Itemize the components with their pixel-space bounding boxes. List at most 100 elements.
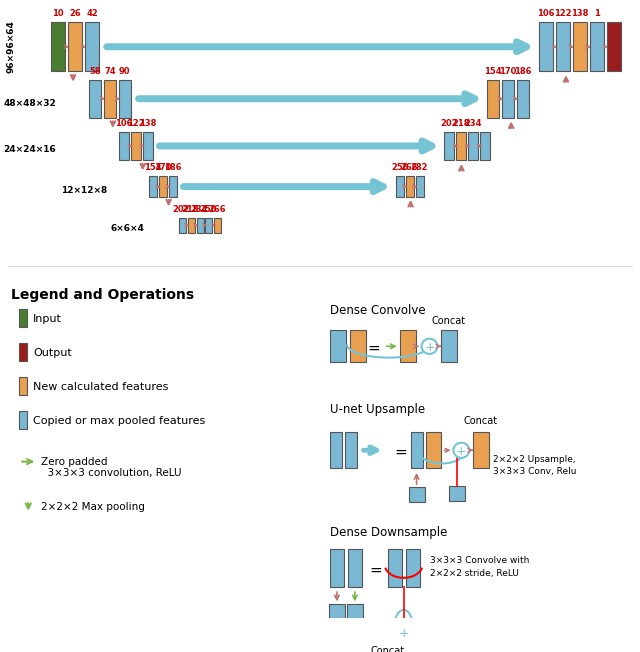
Text: 266: 266 [401, 164, 419, 172]
Bar [590, 22, 604, 71]
Bar [19, 411, 28, 430]
Text: Concat: Concat [431, 316, 466, 325]
Bar [345, 432, 357, 468]
Bar [148, 176, 157, 197]
Bar [449, 486, 465, 501]
Text: 3×3×3 convolution, ReLU: 3×3×3 convolution, ReLU [41, 468, 182, 478]
Text: 26: 26 [69, 9, 81, 18]
Bar [417, 623, 431, 642]
Bar [388, 550, 402, 587]
Text: +: + [456, 445, 467, 458]
Text: =: = [367, 341, 380, 356]
Text: 250: 250 [200, 205, 217, 214]
Bar [188, 218, 195, 233]
Text: 2×2×2 Upsample,: 2×2×2 Upsample, [493, 455, 576, 464]
Text: 154: 154 [144, 164, 161, 172]
Bar [399, 331, 415, 363]
Text: 170: 170 [154, 164, 172, 172]
Bar [329, 604, 345, 619]
Bar [169, 176, 177, 197]
Bar [330, 550, 344, 587]
Text: 138: 138 [139, 119, 156, 128]
Bar [347, 604, 363, 619]
Text: 6×6×4: 6×6×4 [111, 224, 145, 233]
Text: 138: 138 [571, 9, 589, 18]
Bar [442, 331, 458, 363]
Bar [539, 22, 553, 71]
Bar [348, 550, 362, 587]
Text: 218: 218 [182, 205, 199, 214]
Bar [330, 331, 346, 363]
Bar [119, 80, 131, 117]
Bar [214, 218, 221, 233]
Text: +: + [424, 341, 435, 354]
Text: =: = [395, 445, 408, 460]
Text: U-net Upsample: U-net Upsample [330, 403, 425, 416]
Bar [196, 218, 204, 233]
Text: 10: 10 [52, 9, 64, 18]
Text: 202: 202 [441, 119, 458, 128]
Text: Dense Convolve: Dense Convolve [330, 304, 426, 317]
Bar [179, 218, 186, 233]
Text: 3×3×3 Convolve with: 3×3×3 Convolve with [429, 556, 529, 565]
Text: 250: 250 [391, 164, 408, 172]
Bar [350, 331, 366, 363]
Text: +: + [398, 627, 409, 640]
Text: 2×2×2 stride, ReLU: 2×2×2 stride, ReLU [429, 569, 518, 578]
Text: 170: 170 [499, 67, 517, 76]
Text: Dense Downsample: Dense Downsample [330, 526, 447, 539]
Text: 3×3×3 Conv, Relu: 3×3×3 Conv, Relu [493, 467, 577, 475]
Bar [85, 22, 99, 71]
Text: 58: 58 [89, 67, 100, 76]
Text: 106: 106 [115, 119, 132, 128]
Bar [68, 22, 82, 71]
Bar [573, 22, 587, 71]
Bar [159, 176, 166, 197]
Bar [517, 80, 529, 117]
Bar [408, 487, 424, 502]
Bar [143, 132, 153, 160]
Text: Copied or max pooled features: Copied or max pooled features [33, 416, 205, 426]
Text: 24×24×16: 24×24×16 [3, 145, 56, 155]
Bar [468, 132, 478, 160]
Text: Concat: Concat [463, 416, 497, 426]
Bar [502, 80, 514, 117]
Bar [104, 80, 116, 117]
Bar [330, 432, 342, 468]
Bar [556, 22, 570, 71]
Text: 96×96×64: 96×96×64 [7, 20, 16, 73]
Text: Input: Input [33, 314, 62, 324]
Circle shape [453, 443, 469, 458]
Bar [119, 132, 129, 160]
Circle shape [422, 339, 438, 354]
Text: 74: 74 [104, 67, 116, 76]
Text: 266: 266 [209, 205, 227, 214]
Text: 186: 186 [164, 164, 181, 172]
Text: Legend and Operations: Legend and Operations [12, 288, 195, 302]
Bar [406, 176, 413, 197]
Text: 90: 90 [119, 67, 131, 76]
Text: 2×2×2 Max pooling: 2×2×2 Max pooling [41, 502, 145, 512]
Bar [426, 432, 442, 468]
Bar [474, 432, 489, 468]
Bar [411, 432, 422, 468]
Bar [456, 132, 467, 160]
Text: New calculated features: New calculated features [33, 382, 168, 392]
Bar [480, 132, 490, 160]
Text: 218: 218 [452, 119, 470, 128]
Text: 122: 122 [127, 119, 145, 128]
Bar [19, 342, 28, 361]
Text: 122: 122 [554, 9, 572, 18]
Text: 202: 202 [173, 205, 190, 214]
Circle shape [396, 625, 412, 640]
Bar [396, 176, 404, 197]
Text: 42: 42 [86, 9, 98, 18]
Text: =: = [370, 563, 383, 578]
Bar [131, 132, 141, 160]
Text: 106: 106 [537, 9, 555, 18]
Bar [51, 22, 65, 71]
Bar [444, 132, 454, 160]
Text: Zero padded: Zero padded [41, 456, 108, 467]
Bar [19, 308, 28, 327]
Text: 154: 154 [484, 67, 502, 76]
